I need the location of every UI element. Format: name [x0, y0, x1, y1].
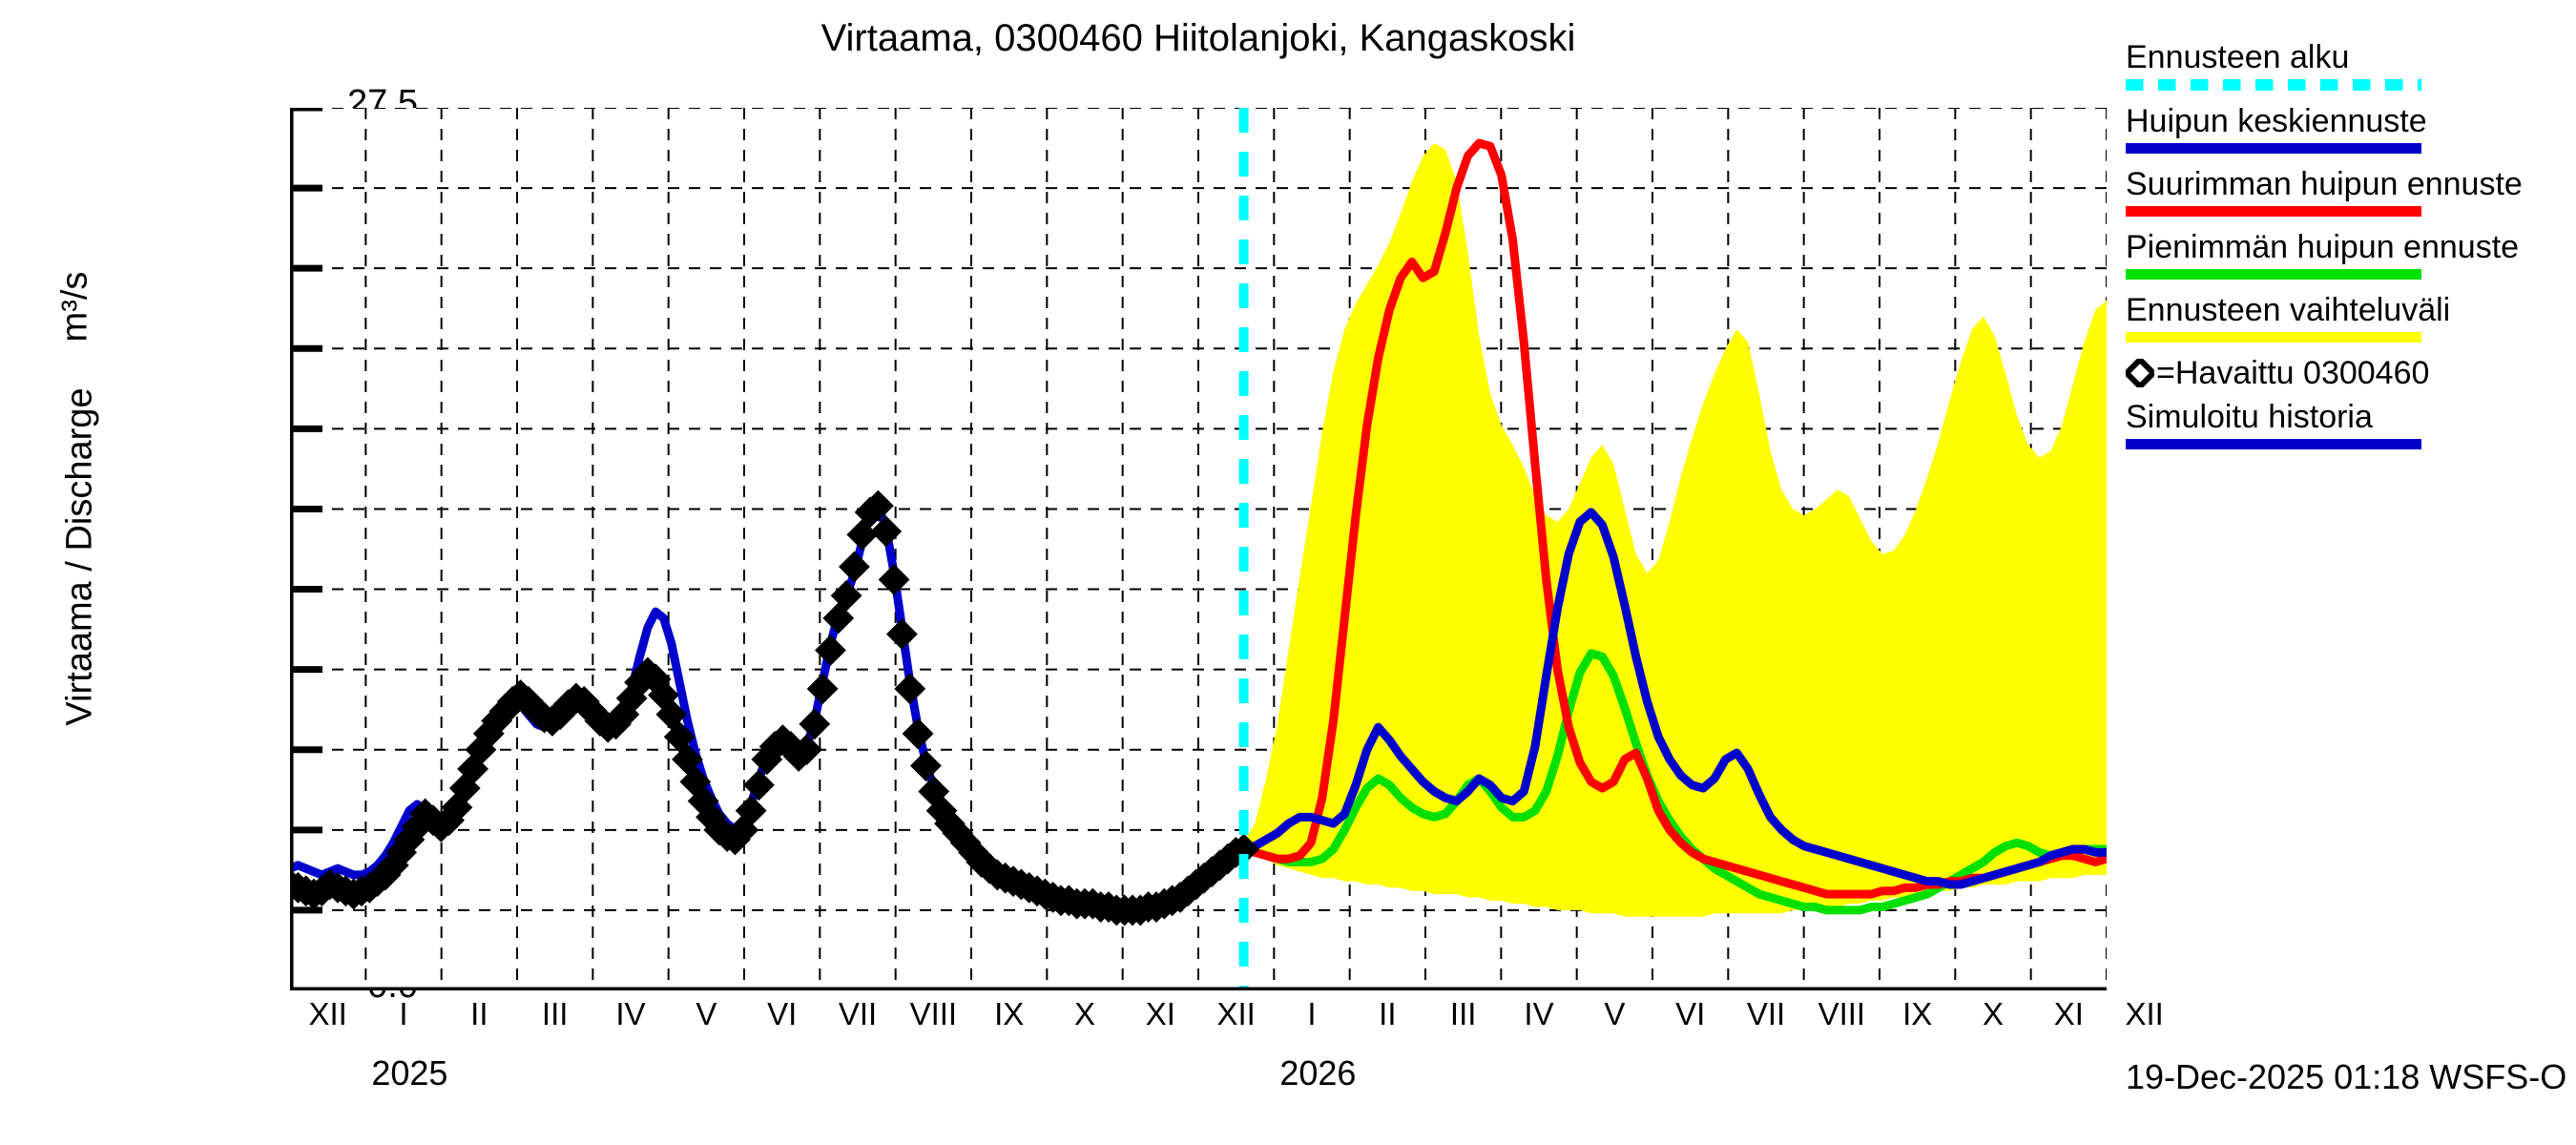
x-tick-label: X [1073, 996, 1096, 1031]
legend-item-label: Ennusteen vaihteluväli [2126, 292, 2451, 328]
x-tick-label: I [399, 996, 408, 1031]
legend-swatch-forecast-start [2126, 79, 2421, 91]
legend-item-label: Ennusteen alku [2126, 39, 2350, 75]
x-tick-label: VIII [1818, 996, 1866, 1031]
legend-swatch-peak-max [2126, 206, 2421, 217]
x-tick-label: I [1307, 996, 1317, 1031]
x-tick-label: II [470, 996, 488, 1031]
x-tick-label: XI [2053, 996, 2084, 1031]
x-tick-label: IX [1902, 996, 1933, 1031]
legend-observed-row: =Havaittu 0300460 [2122, 354, 2574, 392]
legend-swatch-peak-min [2126, 269, 2421, 280]
footer-timestamp: 19-Dec-2025 01:18 WSFS-O [2126, 1057, 2567, 1096]
x-tick-label: XII [2125, 996, 2164, 1031]
x-tick-label: V [1604, 996, 1626, 1031]
legend-item-simulated-history: Simuloitu historia [2126, 398, 2574, 449]
x-tick-label: III [541, 996, 569, 1031]
x-tick-label: VII [838, 996, 878, 1031]
legend-item-label: =Havaittu 0300460 [2156, 355, 2430, 391]
legend-item-peak-mean: Huipun keskiennuste [2126, 102, 2574, 154]
legend-item-forecast-range: Ennusteen vaihteluväli [2126, 291, 2574, 343]
x-tick-label: X [1982, 996, 2005, 1031]
x-tick-label: IV [615, 996, 646, 1031]
x-tick-label: XII [308, 996, 347, 1031]
x-axis-year-label: 2025 [371, 1053, 448, 1093]
legend: Ennusteen alku Huipun keskiennuste Suurimm… [2122, 38, 2574, 461]
forecast-range-band [1243, 143, 2107, 917]
legend-item-label: Pienimmän huipun ennuste [2126, 229, 2520, 265]
x-tick-label: IV [1524, 996, 1554, 1031]
x-tick-label: IX [994, 996, 1025, 1031]
observed-markers [290, 489, 1260, 926]
x-tick-label: VI [1675, 996, 1706, 1031]
legend-item-label: Suurimman huipun ennuste [2126, 166, 2523, 202]
x-tick-label: VII [1746, 996, 1786, 1031]
legend-swatch-simulated-history [2126, 439, 2421, 449]
x-tick-label: VIII [909, 996, 958, 1031]
peak-mean-forecast-line [1239, 508, 2107, 889]
legend-swatch-forecast-range [2126, 332, 2421, 343]
y-axis-ticks [290, 108, 322, 990]
x-tick-label: XI [1145, 996, 1175, 1031]
legend-item-label: Simuloitu historia [2126, 399, 2373, 435]
legend-item-label: Huipun keskiennuste [2126, 103, 2427, 139]
x-tick-label: V [696, 996, 717, 1031]
x-tick-label: III [1449, 996, 1477, 1031]
diamond-marker-icon [2122, 355, 2158, 391]
legend-swatch-peak-mean [2126, 143, 2421, 154]
plot-area [290, 108, 2107, 990]
y-axis-unit: m³/s [54, 271, 95, 343]
legend-item-forecast-start: Ennusteen alku [2126, 38, 2574, 91]
x-tick-label: XII [1216, 996, 1256, 1031]
plot-svg [290, 108, 2107, 990]
peak-min-forecast-line [1239, 649, 2107, 915]
x-tick-label: II [1379, 996, 1397, 1031]
legend-item-observed: =Havaittu 0300460 [2122, 354, 2574, 392]
x-axis-year-label: 2026 [1279, 1053, 1357, 1093]
legend-item-peak-min: Pienimmän huipun ennuste [2126, 228, 2574, 280]
legend-item-peak-max: Suurimman huipun ennuste [2126, 165, 2574, 217]
page-title: Virtaama, 0300460 Hiitolanjoki, Kangasko… [821, 17, 1576, 59]
x-tick-label: VI [767, 996, 798, 1031]
